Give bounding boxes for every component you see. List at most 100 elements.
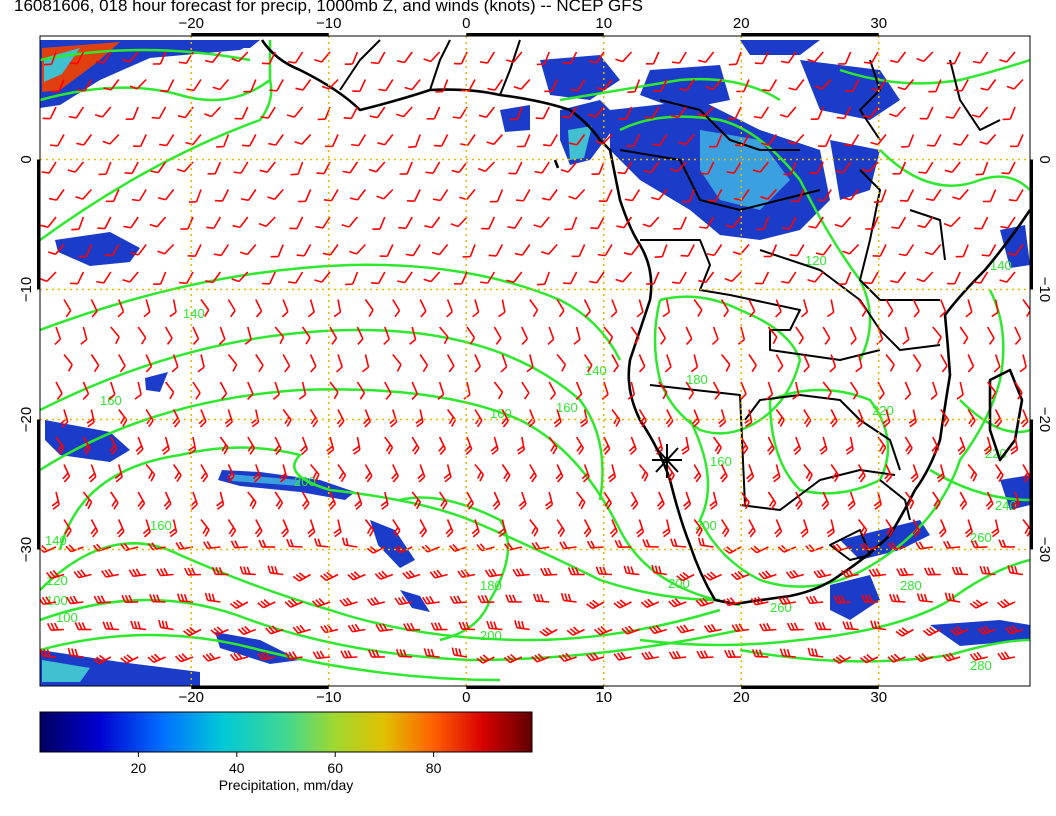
wind-barb <box>945 106 961 119</box>
wind-barb <box>212 78 230 91</box>
lon-tick-label-bottom: 20 <box>733 689 750 706</box>
wind-barb <box>885 299 894 318</box>
wind-barb <box>750 545 769 554</box>
wind-barb <box>314 271 331 283</box>
wind-barb <box>180 216 194 230</box>
wind-barb <box>451 647 468 658</box>
wind-barb <box>1010 134 1024 148</box>
wind-barb <box>1014 381 1023 400</box>
wind-barb <box>904 491 915 510</box>
wind-barb <box>426 106 441 120</box>
wind-barb <box>762 79 778 92</box>
frame-bar <box>191 686 329 689</box>
wind-barb <box>877 381 885 400</box>
wind-barb <box>662 299 671 318</box>
wind-barb <box>187 244 202 257</box>
wind-barb <box>793 436 802 456</box>
wind-barb <box>591 161 605 176</box>
contour-label: 120 <box>46 573 68 588</box>
wind-barb <box>555 464 564 483</box>
wind-barb <box>985 491 994 511</box>
wind-barb <box>865 216 879 230</box>
wind-barb <box>624 189 641 202</box>
wind-barb <box>102 621 119 631</box>
wind-barb <box>68 106 85 119</box>
wind-barb <box>972 51 989 64</box>
wind-barb <box>395 648 413 658</box>
wind-barb <box>62 464 71 483</box>
wind-barb <box>889 106 906 118</box>
wind-barb <box>160 79 175 92</box>
wind-barb <box>575 381 583 401</box>
wind-barb <box>186 79 202 92</box>
wind-barb <box>366 596 385 606</box>
wind-barb <box>658 381 668 400</box>
wind-barb <box>754 51 770 65</box>
wind-barb <box>96 271 112 284</box>
wind-barb <box>114 464 123 483</box>
wind-barb <box>474 463 485 482</box>
wind-barb <box>553 409 562 428</box>
wind-barb <box>230 540 248 549</box>
wind-barb <box>40 596 57 606</box>
wind-barb <box>423 648 440 658</box>
wind-barb <box>389 409 398 428</box>
wind-barb <box>411 381 419 401</box>
wind-barb <box>597 244 613 257</box>
wind-barb <box>438 326 449 345</box>
map-axes: −20 −20 −10 −10 0 0 10 10 20 20 30 30 0 0 −10 −10 −20 −20… <box>18 15 1053 706</box>
wind-barb <box>723 546 742 555</box>
wind-barb <box>466 326 476 345</box>
wind-barb <box>751 649 769 658</box>
wind-barb <box>628 436 637 456</box>
wind-barb <box>262 271 276 285</box>
wind-barb <box>204 106 221 118</box>
wind-barb <box>864 271 879 285</box>
border-line <box>744 394 901 471</box>
wind-barb <box>498 299 506 318</box>
wind-barb <box>685 326 693 345</box>
wind-barb <box>343 106 359 120</box>
wind-barb <box>145 409 154 428</box>
contour-line <box>40 388 741 607</box>
lat-tick-label-left: 0 <box>18 155 35 163</box>
contour-label: 220 <box>872 403 894 418</box>
wind-barb <box>775 354 784 373</box>
wind-barb <box>665 409 674 428</box>
wind-barb <box>700 161 715 175</box>
wind-barb <box>709 491 718 510</box>
wind-barb <box>725 216 742 229</box>
wind-barb <box>200 519 210 537</box>
wind-barb <box>398 216 413 230</box>
wind-barb <box>452 106 468 119</box>
contour-label: 140 <box>183 306 205 321</box>
wind-barb <box>849 326 857 345</box>
wind-barb <box>307 299 315 318</box>
wind-barb <box>533 216 550 228</box>
wind-barb <box>120 654 139 664</box>
wind-barb <box>505 594 522 603</box>
wind-barb <box>724 271 742 283</box>
wind-barb <box>767 491 777 510</box>
wind-barb <box>156 567 174 577</box>
wind-barb <box>429 569 448 579</box>
wind-barb <box>368 649 385 658</box>
wind-barb <box>516 436 526 455</box>
wind-barb <box>849 381 859 400</box>
wind-barb <box>213 244 230 257</box>
wind-barb <box>239 243 257 256</box>
wind-barb <box>458 621 476 631</box>
wind-barb <box>986 326 995 345</box>
wind-barb <box>623 244 641 256</box>
wind-barb <box>77 79 93 92</box>
wind-barb <box>752 161 770 173</box>
country-borders <box>339 39 1001 561</box>
wind-barb <box>65 595 84 605</box>
wind-barb <box>892 161 907 175</box>
contour-line <box>40 48 251 62</box>
wind-barb <box>240 189 257 202</box>
wind-barb <box>691 409 700 428</box>
wind-barb <box>648 624 668 635</box>
wind-barb <box>397 271 413 284</box>
contour-label: 120 <box>805 253 827 268</box>
